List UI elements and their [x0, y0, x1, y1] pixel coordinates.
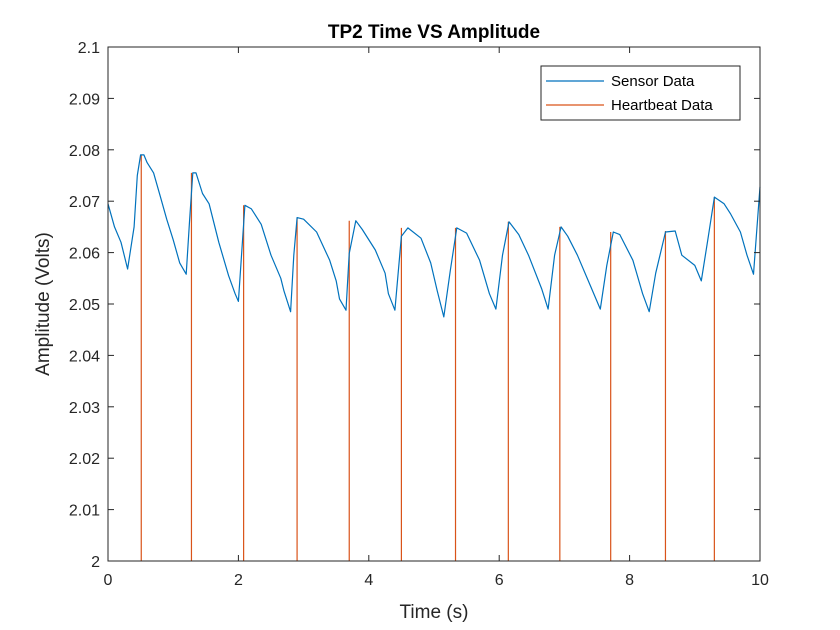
sensor-data-line	[107, 154, 761, 318]
legend: Sensor Data Heartbeat Data	[540, 65, 741, 121]
y-tick-label: 2.07	[69, 194, 100, 211]
y-tick-label: 2.06	[69, 246, 100, 263]
y-tick-label: 2.05	[69, 297, 100, 314]
y-axis-title: Amplitude (Volts)	[33, 232, 54, 376]
x-axis: 0 2 4 6 8 10	[104, 47, 769, 589]
y-axis: 2 2.01 2.02 2.03 2.04 2.05 2.06 2.07 2.08 2.09 2.1	[69, 40, 760, 571]
legend-box	[540, 65, 741, 121]
legend-label-heartbeat: Heartbeat Data	[611, 97, 713, 114]
y-tick-label: 2.02	[69, 451, 100, 468]
y-tick-label: 2.1	[78, 40, 100, 57]
x-tick-label: 2	[234, 572, 243, 589]
x-axis-title: Time (s)	[400, 602, 469, 623]
x-tick-label: 4	[364, 572, 373, 589]
chart-title: TP2 Time VS Amplitude	[328, 22, 540, 43]
x-tick-label: 0	[104, 572, 113, 589]
y-tick-label: 2	[91, 554, 100, 571]
y-tick-label: 2.09	[69, 91, 100, 108]
x-tick-label: 6	[495, 572, 504, 589]
y-tick-label: 2.01	[69, 503, 100, 520]
plot-background	[108, 47, 760, 561]
legend-label-sensor: Sensor Data	[611, 73, 695, 90]
heartbeat-stems	[140, 154, 715, 561]
x-tick-label: 8	[625, 572, 634, 589]
y-tick-label: 2.03	[69, 400, 100, 417]
x-tick-label: 10	[751, 572, 769, 589]
y-tick-label: 2.04	[69, 348, 100, 365]
y-tick-label: 2.08	[69, 143, 100, 160]
series-lines	[107, 154, 761, 318]
